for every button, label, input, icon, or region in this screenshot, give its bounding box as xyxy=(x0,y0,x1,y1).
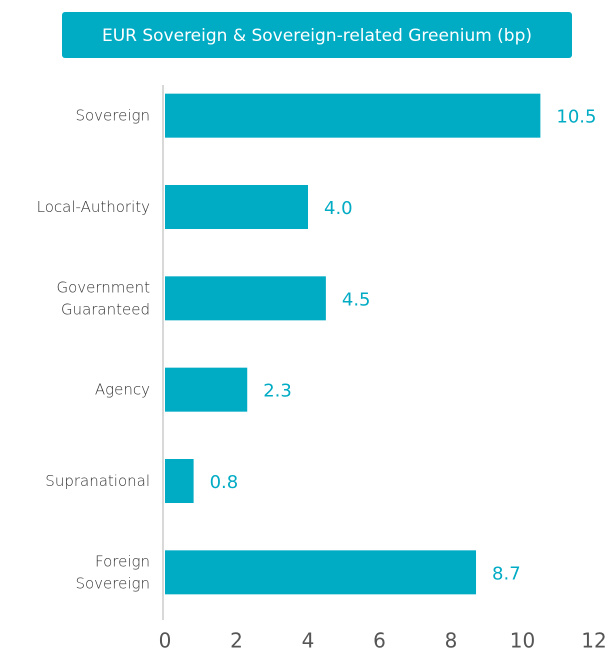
y-tick-label: Government Guaranteed xyxy=(56,278,150,318)
value-label: 4.5 xyxy=(342,289,371,310)
value-label: 8.7 xyxy=(492,563,521,584)
bar xyxy=(165,550,477,595)
y-tick-label: Sovereign xyxy=(75,106,150,124)
y-tick-label: Agency xyxy=(95,380,150,398)
y-tick-label: Supranational xyxy=(45,472,150,490)
bar xyxy=(165,367,248,412)
title-box xyxy=(62,12,572,58)
y-tick-label: Local-Authority xyxy=(37,198,151,216)
x-tick-label: 6 xyxy=(373,629,386,653)
x-tick-label: 4 xyxy=(302,629,315,653)
x-tick-label: 2 xyxy=(230,629,243,653)
value-label: 0.8 xyxy=(210,472,239,493)
bar xyxy=(165,185,308,229)
value-label: 4.0 xyxy=(324,198,353,219)
y-tick-label: Foreign Sovereign xyxy=(75,552,150,592)
x-tick-label: 12 xyxy=(581,629,606,653)
chart-title: EUR Sovereign & Sovereign-related Greeni… xyxy=(102,26,532,46)
x-tick-label: 10 xyxy=(510,629,535,653)
x-tick-label: 8 xyxy=(445,629,458,653)
bar xyxy=(165,93,541,138)
x-tick-label: 0 xyxy=(159,629,172,653)
value-label: 2.3 xyxy=(263,381,292,402)
bar xyxy=(165,276,326,321)
bar xyxy=(165,459,194,503)
value-label: 10.5 xyxy=(556,107,596,128)
